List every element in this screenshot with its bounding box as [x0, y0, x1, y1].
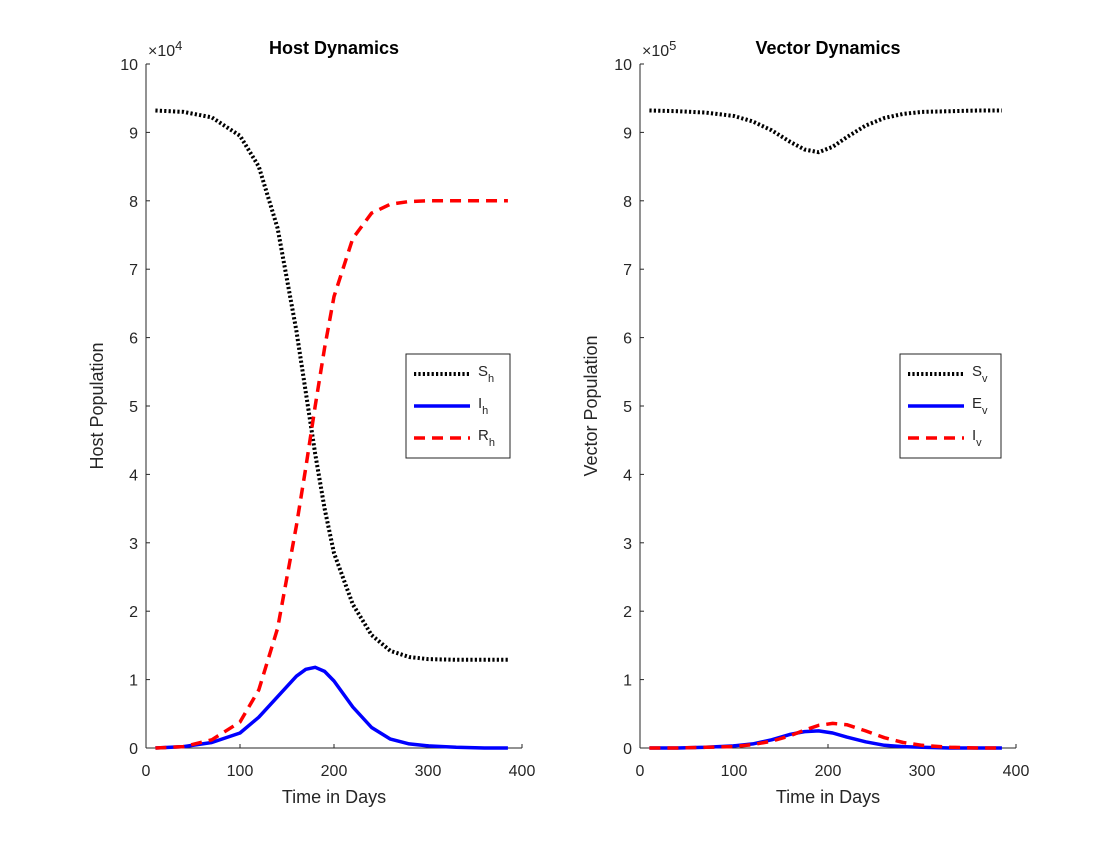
y-tick-label: 10	[614, 57, 632, 74]
y-axis-label: Vector Population	[581, 335, 601, 476]
series-line-sh	[155, 108, 508, 662]
x-tick-label: 200	[815, 763, 842, 780]
x-tick-label: 300	[909, 763, 936, 780]
y-tick-label: 9	[129, 125, 138, 142]
y-tick-label: 0	[129, 741, 138, 758]
legend-label: Iv	[972, 427, 982, 449]
y-tick-label: 2	[623, 604, 632, 621]
x-tick-label: 100	[721, 763, 748, 780]
x-axis-label: Time in Days	[776, 787, 880, 807]
y-tick-label: 1	[129, 673, 138, 690]
chart-title: Host Dynamics	[269, 38, 399, 58]
y-tick-label: 7	[129, 262, 138, 279]
x-tick-label: 0	[142, 763, 151, 780]
series-line-rh	[155, 199, 508, 750]
x-tick-label: 400	[509, 763, 536, 780]
x-tick-label: 0	[636, 763, 645, 780]
y-tick-label: 8	[623, 194, 632, 211]
y-tick-label: 0	[623, 741, 632, 758]
axis-exponent: ×104	[148, 38, 182, 60]
legend-label-subscript: h	[489, 437, 495, 449]
x-tick-label: 100	[227, 763, 254, 780]
series-line-sv	[649, 108, 1002, 155]
y-tick-label: 10	[120, 57, 138, 74]
chart-title: Vector Dynamics	[755, 38, 900, 58]
legend-label: Ih	[478, 395, 488, 417]
y-tick-label: 3	[623, 536, 632, 553]
legend-label-subscript: h	[482, 405, 488, 417]
x-tick-label: 400	[1003, 763, 1030, 780]
y-tick-label: 2	[129, 604, 138, 621]
y-tick-label: 9	[623, 125, 632, 142]
axis-exponent: ×105	[642, 38, 676, 60]
y-tick-label: 5	[129, 399, 138, 416]
y-tick-label: 8	[129, 194, 138, 211]
axis-exponent-power: 5	[669, 38, 676, 53]
series-line-ih	[155, 665, 508, 750]
y-tick-label: 6	[623, 331, 632, 348]
y-tick-label: 4	[623, 467, 632, 484]
y-tick-label: 7	[623, 262, 632, 279]
y-tick-label: 6	[129, 331, 138, 348]
y-tick-label: 4	[129, 467, 138, 484]
legend-label-subscript: v	[982, 373, 988, 385]
y-tick-label: 5	[623, 399, 632, 416]
legend-label-subscript: h	[488, 373, 494, 385]
y-tick-label: 1	[623, 673, 632, 690]
y-axis-label: Host Population	[87, 342, 107, 469]
axis-exponent-power: 4	[175, 38, 182, 53]
series-line-iv	[649, 721, 1002, 750]
x-tick-label: 200	[321, 763, 348, 780]
y-tick-label: 3	[129, 536, 138, 553]
legend-label-subscript: v	[982, 405, 988, 417]
series-line-ev	[649, 729, 1002, 750]
x-axis-label: Time in Days	[282, 787, 386, 807]
x-tick-label: 300	[415, 763, 442, 780]
legend-label-subscript: v	[976, 437, 982, 449]
